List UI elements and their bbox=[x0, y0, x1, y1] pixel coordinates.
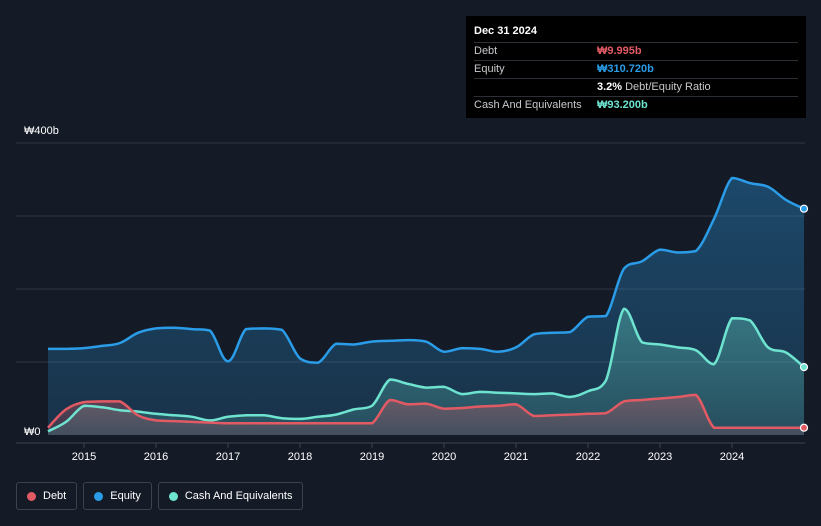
tooltip-ratio-desc: Debt/Equity Ratio bbox=[625, 81, 711, 93]
legend-label-debt: Debt bbox=[43, 490, 67, 502]
x-tick-label: 2022 bbox=[575, 451, 601, 463]
tooltip-row-debt: Debt ₩9.995b bbox=[474, 43, 798, 61]
tooltip-row-ratio: 3.2% Debt/Equity Ratio bbox=[474, 79, 798, 97]
tooltip-debt-value: ₩9.995b bbox=[597, 45, 642, 57]
legend-label-cash: Cash And Equivalents bbox=[184, 490, 293, 502]
tooltip-equity-label: Equity bbox=[474, 63, 505, 75]
tooltip-row-equity: Equity ₩310.720b bbox=[474, 61, 798, 79]
x-tick-label: 2016 bbox=[143, 451, 169, 463]
x-tick-label: 2021 bbox=[503, 451, 529, 463]
equity-end-marker[interactable] bbox=[799, 204, 809, 213]
debt-end-marker[interactable] bbox=[799, 423, 809, 432]
x-tick-label: 2018 bbox=[287, 451, 313, 463]
equity-dot-icon bbox=[94, 491, 104, 501]
tooltip-row-cash: Cash And Equivalents ₩93.200b bbox=[474, 97, 798, 115]
tooltip-date: Dec 31 2024 bbox=[474, 23, 798, 43]
legend-item-debt[interactable]: Debt bbox=[16, 482, 78, 510]
x-tick-label: 2017 bbox=[215, 451, 241, 463]
tooltip-cash-value: ₩93.200b bbox=[597, 99, 648, 111]
debt-line bbox=[47, 393, 804, 429]
x-tick-label: 2019 bbox=[359, 451, 385, 463]
tooltip-debt-label: Debt bbox=[474, 45, 498, 57]
legend-item-equity[interactable]: Equity bbox=[83, 482, 152, 510]
cash-and-equivalents-end-marker[interactable] bbox=[799, 363, 809, 372]
tooltip-ratio: 3.2% Debt/Equity Ratio bbox=[597, 79, 711, 96]
tooltip-ratio-value: 3.2% bbox=[597, 81, 623, 93]
line-layer bbox=[47, 176, 805, 433]
x-tick-label: 2015 bbox=[71, 451, 97, 463]
cash-and-equivalents-line bbox=[47, 307, 805, 433]
debt-area bbox=[48, 394, 804, 435]
x-tick-label: 2020 bbox=[431, 451, 457, 463]
x-tick-label: 2024 bbox=[719, 451, 745, 463]
marker-layer bbox=[799, 204, 809, 432]
cash-and-equivalents-area bbox=[48, 308, 804, 435]
y-axis-label-top: ₩400b bbox=[24, 125, 59, 137]
tooltip-cash-label: Cash And Equivalents bbox=[474, 99, 582, 111]
x-tick-label: 2023 bbox=[647, 451, 673, 463]
legend: Debt Equity Cash And Equivalents bbox=[16, 482, 304, 510]
tooltip: Dec 31 2024 Debt ₩9.995b Equity ₩310.720… bbox=[466, 16, 806, 118]
cash-dot-icon bbox=[168, 491, 178, 501]
debt-dot-icon bbox=[27, 491, 36, 501]
tooltip-equity-value: ₩310.720b bbox=[597, 63, 654, 75]
area-layer bbox=[48, 178, 804, 435]
legend-label-equity: Equity bbox=[110, 490, 141, 502]
equity-line bbox=[47, 176, 805, 364]
y-axis-label-zero: ₩0 bbox=[24, 426, 41, 438]
legend-item-cash[interactable]: Cash And Equivalents bbox=[157, 482, 304, 510]
